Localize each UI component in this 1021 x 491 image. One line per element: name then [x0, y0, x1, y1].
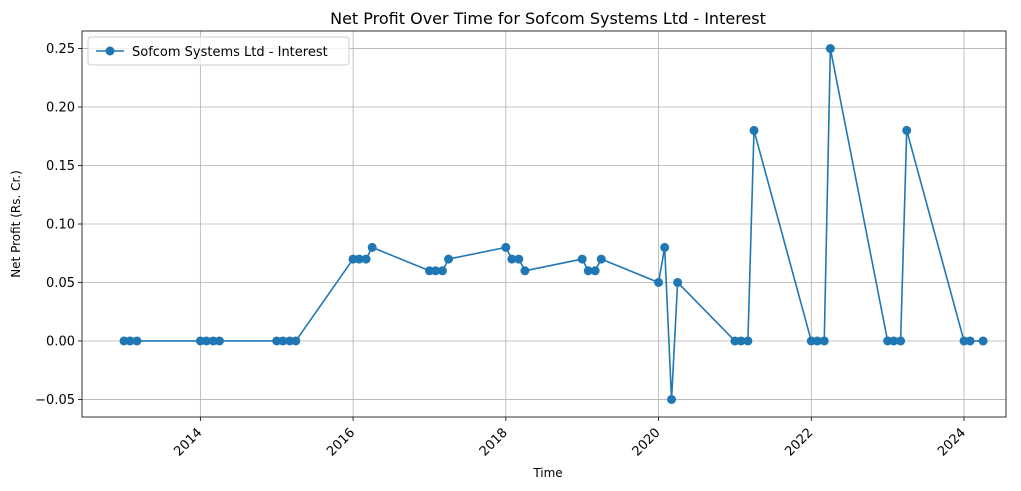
- gridlines: [82, 31, 1006, 417]
- legend-marker-swatch: [105, 46, 115, 56]
- y-tick-label: −0.05: [35, 393, 75, 408]
- data-point: [965, 336, 975, 346]
- data-point: [654, 277, 664, 287]
- data-point: [819, 336, 829, 346]
- series-layer: [119, 44, 988, 404]
- data-point: [132, 336, 142, 346]
- x-tick-label: 2020: [630, 425, 664, 459]
- data-point: [978, 336, 988, 346]
- data-point: [749, 125, 759, 135]
- data-point: [354, 254, 364, 264]
- data-point: [361, 254, 371, 264]
- x-tick-label: 2024: [935, 425, 969, 459]
- data-point: [896, 336, 906, 346]
- x-tick-label: 2016: [324, 425, 358, 459]
- data-point: [825, 44, 835, 54]
- data-point: [590, 266, 600, 276]
- y-tick-label: 0.10: [46, 218, 75, 233]
- data-point: [437, 266, 447, 276]
- x-axis-label: Time: [532, 466, 562, 480]
- x-tick-label: 2018: [477, 425, 511, 459]
- data-point: [736, 336, 746, 346]
- data-point: [660, 242, 670, 252]
- data-point: [431, 266, 441, 276]
- data-point: [743, 336, 753, 346]
- data-point: [291, 336, 301, 346]
- data-point: [520, 266, 530, 276]
- data-point: [902, 125, 912, 135]
- y-tick-label: 0.00: [46, 334, 75, 349]
- x-axis: 2014 2016 2018 2020 2022 2024: [171, 417, 969, 459]
- data-point: [514, 254, 524, 264]
- data-point: [812, 336, 822, 346]
- x-tick-label: 2022: [782, 425, 816, 459]
- x-tick-label: 2014: [171, 425, 205, 459]
- data-point: [278, 336, 288, 346]
- data-point: [125, 336, 135, 346]
- legend: Sofcom Systems Ltd - Interest: [87, 36, 350, 66]
- data-point: [889, 336, 899, 346]
- y-tick-label: 0.20: [46, 101, 75, 116]
- data-point: [673, 277, 683, 287]
- data-point: [367, 242, 377, 252]
- data-point: [444, 254, 454, 264]
- data-point: [667, 394, 677, 404]
- data-point: [507, 254, 517, 264]
- y-tick-label: 0.25: [46, 42, 75, 57]
- data-point: [577, 254, 587, 264]
- y-axis-label: Net Profit (Rs. Cr.): [9, 170, 23, 278]
- y-tick-label: 0.05: [46, 276, 75, 291]
- chart-title: Net Profit Over Time for Sofcom Systems …: [330, 9, 766, 28]
- data-point: [596, 254, 606, 264]
- y-axis: −0.05 0.00 0.05 0.10 0.15 0.20 0.25: [35, 42, 82, 408]
- data-point: [201, 336, 211, 346]
- data-point: [583, 266, 593, 276]
- legend-box: [87, 36, 350, 66]
- y-tick-label: 0.15: [46, 159, 75, 174]
- data-point: [214, 336, 224, 346]
- data-point: [501, 242, 511, 252]
- legend-entry-label: Sofcom Systems Ltd - Interest: [132, 45, 328, 60]
